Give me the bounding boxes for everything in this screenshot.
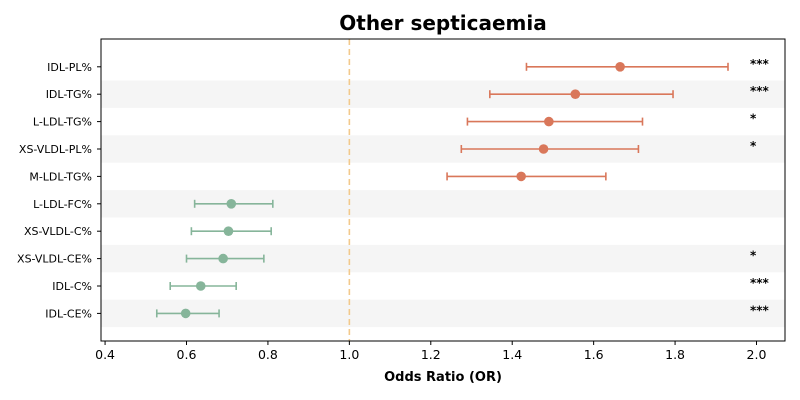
x-tick-label: 1.4: [502, 347, 522, 362]
y-tick-label: IDL-PL%: [47, 61, 92, 74]
forest-row: [460, 144, 640, 154]
x-tick-label: 1.8: [665, 347, 685, 362]
y-tick-label: L-LDL-FC%: [33, 198, 92, 211]
plot-frame: [100, 38, 786, 342]
forest-row: [185, 253, 265, 264]
or-point: [218, 253, 228, 264]
or-point: [516, 171, 526, 182]
forest-row: [446, 171, 607, 182]
significance-labels: ***************: [750, 57, 770, 318]
row-band: [101, 80, 785, 108]
significance-label: *: [750, 112, 757, 126]
significance-label: ***: [750, 57, 770, 71]
forest-row: [466, 116, 644, 127]
forest-row: [169, 281, 237, 291]
significance-label: *: [750, 139, 757, 153]
or-point: [538, 144, 549, 154]
y-tick-label: IDL-CE%: [45, 307, 92, 320]
x-tick-label: 1.6: [584, 347, 604, 362]
y-tick-label: IDL-TG%: [46, 88, 92, 101]
x-axis-label: Odds Ratio (OR): [384, 370, 502, 385]
row-band: [101, 135, 785, 163]
significance-label: *: [750, 249, 757, 263]
x-tick-label: 1.2: [421, 347, 441, 362]
x-axis: 0.4 0.6 0.8 1.0 1.2 1.4 1.6 1.8 2.0: [95, 341, 766, 362]
x-tick-label: 0.8: [258, 347, 278, 362]
y-tick-label: XS-VLDL-PL%: [19, 143, 92, 156]
significance-label: ***: [750, 84, 770, 98]
or-point: [195, 281, 206, 291]
or-point: [226, 199, 237, 209]
y-tick-label: XS-VLDL-C%: [24, 225, 92, 238]
y-tick-label: XS-VLDL-CE%: [17, 253, 92, 266]
or-point: [615, 62, 625, 72]
y-tick-label: IDL-C%: [52, 280, 92, 293]
forest-row: [193, 199, 274, 209]
x-tick-label: 2.0: [747, 347, 767, 362]
forest-row: [489, 89, 674, 99]
significance-label: ***: [750, 276, 770, 290]
or-point: [570, 89, 581, 99]
data-marks: [155, 62, 729, 319]
or-point: [544, 116, 554, 127]
forest-row: [155, 308, 220, 319]
or-point: [180, 308, 191, 319]
x-tick-label: 0.6: [177, 347, 197, 362]
or-point: [223, 226, 234, 236]
y-tick-label: L-LDL-TG%: [33, 116, 92, 129]
x-tick-label: 0.4: [95, 347, 115, 362]
significance-label: ***: [750, 303, 770, 317]
x-tick-label: 1.0: [339, 347, 359, 362]
y-tick-label: M-LDL-TG%: [29, 170, 92, 183]
chart-title: Other septicaemia: [339, 11, 547, 35]
forest-row: [525, 62, 729, 72]
y-axis: IDL-PL% IDL-TG% L-LDL-TG% XS-VLDL-PL% M-LDL-…: [17, 61, 101, 320]
forest-row: [190, 226, 272, 236]
